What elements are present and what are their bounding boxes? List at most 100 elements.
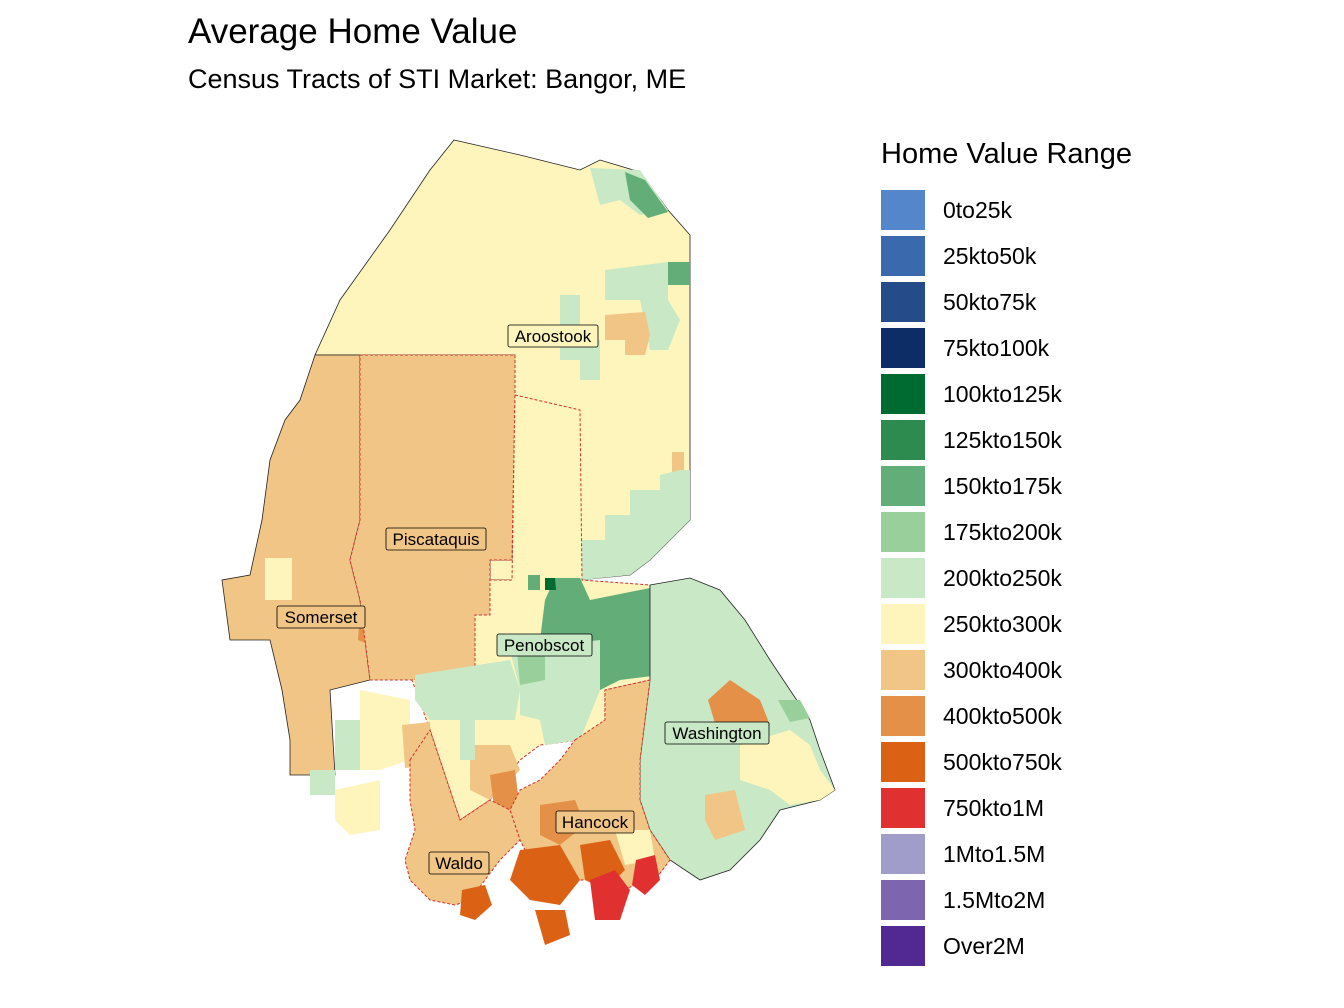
tract-aroostook-s2 [582,470,690,580]
svg-text:Penobscot: Penobscot [504,636,585,655]
tract-washington-g1 [778,700,810,722]
legend-swatch [881,558,925,598]
county-label-washington: Washington [664,721,770,745]
legend-swatch [881,880,925,920]
legend-label: 1Mto1.5M [943,840,1046,867]
map-canvas: Aroostook Piscataquis Somerset Penobscot… [221,139,836,945]
legend-swatch [881,650,925,690]
legend-label: 175kto200k [943,518,1062,545]
tract-waldo-y1 [335,780,380,835]
chart-subtitle: Census Tracts of STI Market: Bangor, ME [188,64,687,94]
legend-items: 0to25k 25kto50k 50kto75k 75kto100k 100kto125… [881,187,1132,969]
county-label-somerset: Somerset [276,605,366,629]
legend-item: 250kto300k [881,601,1132,647]
legend-item: 1Mto1.5M [881,831,1132,877]
tract-somerset-e [310,770,335,795]
tract-waldo-o1 [460,885,492,920]
legend-swatch [881,926,925,966]
legend-swatch [881,374,925,414]
svg-text:Waldo: Waldo [435,854,483,873]
legend-label: 200kto250k [943,564,1062,591]
tract-penobscot-lg4 [460,720,475,760]
county-label-waldo: Waldo [428,851,490,875]
region-penobscot [402,394,660,821]
legend-label: 300kto400k [943,656,1062,683]
county-label-aroostook: Aroostook [507,324,599,348]
tract-aroostook-e1 [668,262,690,285]
legend-swatch [881,282,925,322]
legend-item: 0to25k [881,187,1132,233]
svg-text:Somerset: Somerset [285,608,358,627]
legend-swatch [881,512,925,552]
legend-item: 500kto750k [881,739,1132,785]
legend-title: Home Value Range [881,138,1132,170]
legend-item: 175kto200k [881,509,1132,555]
tract-penobscot-g3 [528,575,540,590]
legend-swatch [881,788,925,828]
legend-swatch [881,328,925,368]
legend-item: Over2M [881,923,1132,969]
legend-swatch [881,696,925,736]
legend-item: 750kto1M [881,785,1132,831]
chart-title: Average Home Value [188,12,518,51]
tract-somerset-main [221,354,371,776]
tract-washington-o2 [705,790,745,840]
legend-label: 125kto150k [943,426,1062,453]
svg-text:Aroostook: Aroostook [515,327,592,346]
legend-item: 400kto500k [881,693,1132,739]
legend-item: 1.5Mto2M [881,877,1132,923]
legend-label: Over2M [943,932,1025,959]
legend-label: 100kto125k [943,380,1062,407]
legend-label: 150kto175k [943,472,1062,499]
legend-swatch [881,742,925,782]
legend-label: 50kto75k [943,288,1037,315]
tract-hancock-r1 [590,870,630,920]
legend-swatch [881,834,925,874]
legend-label: 250kto300k [943,610,1062,637]
tract-somerset-c [335,720,360,770]
legend-label: 0to25k [943,196,1013,223]
legend-label: 75kto100k [943,334,1050,361]
legend-label: 500kto750k [943,748,1062,775]
legend-item: 300kto400k [881,647,1132,693]
svg-text:Hancock: Hancock [562,813,629,832]
legend-swatch [881,236,925,276]
legend-item: 100kto125k [881,371,1132,417]
legend-item: 25kto50k [881,233,1132,279]
tract-aroostook-s1 [672,452,684,472]
legend-item: 125kto150k [881,417,1132,463]
county-label-hancock: Hancock [555,810,635,834]
tract-penobscot-lg1 [415,660,520,720]
tract-aroostook-e2 [605,262,680,350]
tract-somerset-a [265,558,292,600]
legend-label: 750kto1M [943,794,1045,821]
tract-hancock-o4 [535,910,570,945]
legend-label: 400kto500k [943,702,1062,729]
legend-swatch [881,466,925,506]
legend-label: 1.5Mto2M [943,886,1046,913]
region-aroostook [314,139,691,581]
legend-item: 50kto75k [881,279,1132,325]
tract-somerset-d [360,690,410,770]
legend-label: 25kto50k [943,242,1037,269]
tract-aroostook-ne2 [625,172,668,218]
county-label-piscataquis: Piscataquis [385,527,487,551]
legend-swatch [881,604,925,644]
tract-penobscot-g2 [545,578,556,590]
tract-aroostook-c2 [605,312,650,355]
legend-item: 150kto175k [881,463,1132,509]
county-label-penobscot: Penobscot [496,633,593,657]
region-hancock [509,679,671,945]
legend-swatch [881,190,925,230]
legend-item: 75kto100k [881,325,1132,371]
tract-washington-y1 [740,730,835,805]
tract-hancock-y1 [615,830,655,865]
legend-swatch [881,420,925,460]
county-labels: Aroostook Piscataquis Somerset Penobscot… [276,324,770,875]
map-legend: Home Value Range 0to25k 25kto50k 50kto75k 7… [881,138,1132,969]
svg-text:Washington: Washington [672,724,761,743]
svg-text:Piscataquis: Piscataquis [393,530,480,549]
tract-hancock-o3 [510,845,580,905]
tract-hancock-r2 [632,855,660,895]
legend-item: 200kto250k [881,555,1132,601]
